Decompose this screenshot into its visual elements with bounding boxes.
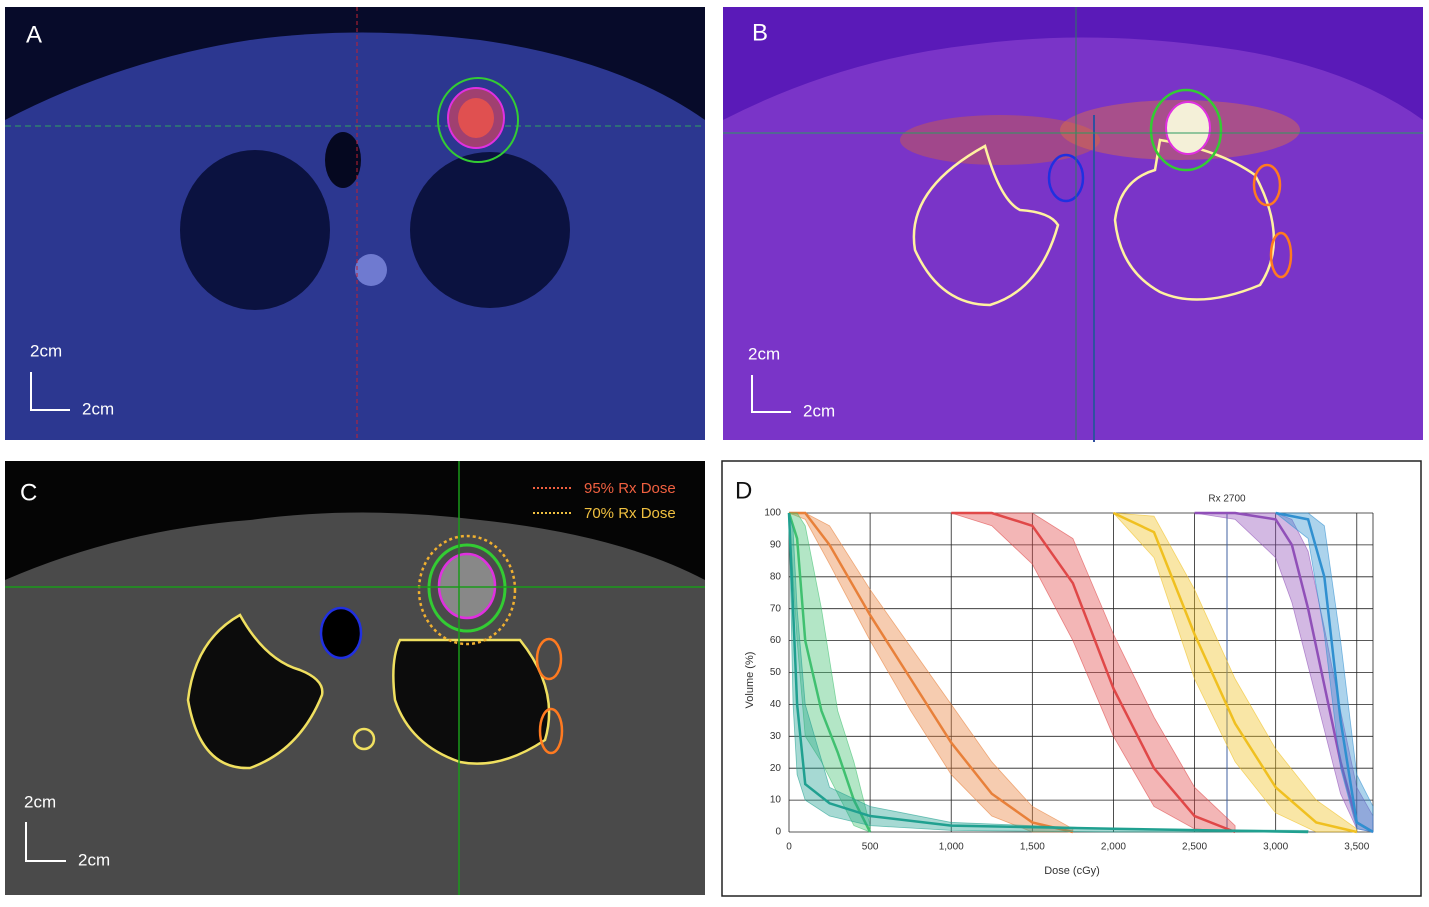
scale-label: 2cm [82,399,114,418]
scale-label: 2cm [803,401,835,420]
contour [535,637,563,681]
legend-label: 95% Rx Dose [584,480,676,497]
scale-bar [30,372,70,411]
contour [1047,153,1085,203]
trachea [325,132,361,188]
body [5,32,705,440]
x-tick-label: 3,000 [1263,842,1288,853]
x-tick-label: 0 [786,842,792,853]
x-tick-label: 1,000 [939,842,964,853]
panel-label: A [26,21,42,48]
tumor [1165,101,1211,155]
contour [1113,138,1275,301]
legend-label: 70% Rx Dose [584,505,676,522]
line [787,512,1309,834]
contour [912,144,1060,307]
lung [180,150,330,310]
contour [427,543,507,633]
scale-label: 2cm [24,792,56,811]
contour [1252,163,1282,207]
y-tick-label: 70 [770,603,782,614]
line [787,512,872,833]
scale-label: 2cm [78,850,110,869]
contour [319,606,363,660]
vertebra [355,254,387,286]
scale-bar [25,822,66,862]
contour [392,638,551,765]
band [951,512,1236,833]
panel-label: C [20,479,37,506]
y-tick-label: 60 [770,635,782,646]
scale-bar [751,375,791,413]
body [723,37,1423,440]
x-tick-label: 500 [862,842,879,853]
isodose-70 [417,534,517,646]
line [1194,511,1374,834]
y-tick-label: 30 [770,731,782,742]
scale-label: 2cm [30,341,62,360]
panel-label: B [752,19,768,46]
x-axis-label: Dose (cGy) [1044,865,1100,877]
dose-wash [900,115,1100,165]
line [789,511,1074,834]
line [951,511,1236,834]
x-tick-label: 2,000 [1101,842,1126,853]
contour [352,727,376,751]
panel-label: D [735,477,752,504]
y-tick-label: 90 [770,540,782,551]
panel-b: B 2cm 2cm [723,7,1423,442]
panel-c: C 95% Rx Dose 70% Rx Dose 2cm 2cm [5,461,705,895]
y-tick-label: 10 [770,795,782,806]
y-tick-label: 20 [770,763,782,774]
tumor [437,552,497,620]
band [1274,512,1374,833]
y-tick-label: 0 [775,827,781,838]
contour [437,77,519,163]
y-tick-label: 40 [770,699,782,710]
lung [410,152,570,308]
contour [1149,88,1223,172]
x-tick-label: 3,500 [1344,842,1369,853]
panel-a: A 2cm 2cm [5,7,705,440]
line [1112,511,1358,834]
contour [186,613,324,770]
scale-label: 2cm [748,344,780,363]
band [788,512,871,833]
contour [538,707,564,755]
panel-d: D Dose (cGy) Volume (%) 0 10 20 30 40 50 60 70 8… [721,460,1422,897]
rx-label: Rx 2700 [1208,494,1246,505]
y-tick-label: 80 [770,571,782,582]
band [1112,512,1358,833]
y-tick-label: 50 [770,667,782,678]
line [1275,511,1374,834]
y-axis-label: Volume (%) [744,652,756,709]
y-tick-label: 100 [764,508,781,519]
tumor [458,98,494,138]
body [5,512,705,895]
x-tick-label: 2,500 [1182,842,1207,853]
band [788,512,1074,833]
x-tick-label: 1,500 [1020,842,1045,853]
contour [1269,231,1293,279]
panel-frame [721,460,1422,897]
